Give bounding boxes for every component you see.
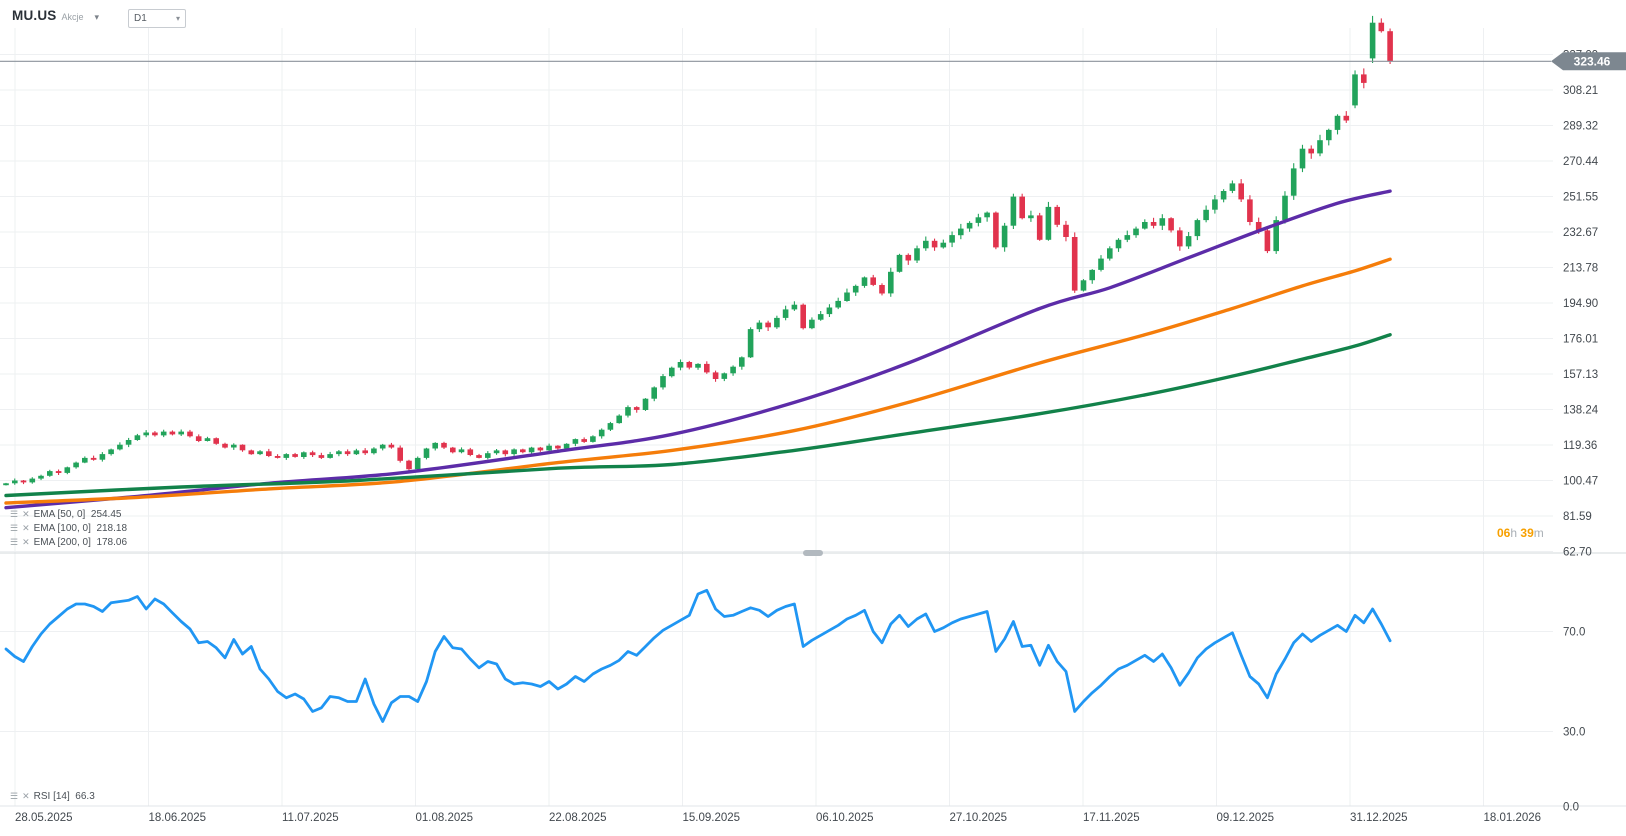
svg-text:06.10.2025: 06.10.2025 bbox=[816, 812, 874, 824]
instrument-type-label: Akcje bbox=[61, 12, 84, 22]
svg-text:213.78: 213.78 bbox=[1563, 263, 1598, 275]
current-price-value: 323.46 bbox=[1574, 55, 1611, 69]
timeframe-dropdown[interactable]: D1 ▾ bbox=[128, 9, 186, 28]
countdown-hours-unit: h bbox=[1510, 526, 1518, 540]
svg-text:176.01: 176.01 bbox=[1563, 334, 1598, 346]
indicator-close-icon[interactable]: ✕ bbox=[22, 509, 30, 519]
svg-text:100.47: 100.47 bbox=[1563, 476, 1598, 488]
svg-text:157.13: 157.13 bbox=[1563, 369, 1598, 381]
rsi-row: ☰ ✕ RSI [14] 66.3 bbox=[10, 790, 95, 802]
pane-resize-handle[interactable] bbox=[803, 550, 823, 556]
timeframe-value: D1 bbox=[134, 13, 147, 24]
svg-text:194.90: 194.90 bbox=[1563, 298, 1598, 310]
svg-text:31.12.2025: 31.12.2025 bbox=[1350, 812, 1408, 824]
rsi-axis-labels: 70.0 30.0 0.0 bbox=[1563, 627, 1585, 814]
indicator-settings-icon[interactable]: ☰ bbox=[10, 791, 19, 801]
ema-100-0-row: ☰ ✕ EMA [100, 0] 218.18 bbox=[10, 522, 127, 534]
countdown-minutes: 39 bbox=[1520, 526, 1534, 540]
indicator-close-icon[interactable]: ✕ bbox=[22, 791, 30, 801]
candlestick-series bbox=[3, 15, 1393, 486]
svg-text:62.70: 62.70 bbox=[1563, 547, 1592, 559]
svg-text:17.11.2025: 17.11.2025 bbox=[1083, 812, 1140, 824]
svg-text:28.05.2025: 28.05.2025 bbox=[15, 812, 73, 824]
svg-text:22.08.2025: 22.08.2025 bbox=[549, 812, 607, 824]
svg-text:0.0: 0.0 bbox=[1563, 802, 1579, 814]
svg-text:27.10.2025: 27.10.2025 bbox=[950, 812, 1008, 824]
ema-200-line bbox=[4, 333, 1392, 498]
svg-text:30.0: 30.0 bbox=[1563, 727, 1585, 739]
countdown-minutes-unit: m bbox=[1533, 526, 1544, 540]
chevron-down-icon: ▾ bbox=[94, 12, 100, 22]
svg-text:11.07.2025: 11.07.2025 bbox=[282, 812, 339, 824]
current-price-tag bbox=[1551, 52, 1626, 71]
indicator-close-icon[interactable]: ✕ bbox=[22, 537, 30, 547]
svg-text:81.59: 81.59 bbox=[1563, 511, 1592, 523]
svg-text:70.0: 70.0 bbox=[1563, 627, 1585, 639]
svg-text:18.01.2026: 18.01.2026 bbox=[1484, 812, 1542, 824]
ema-50-0-row: ☰ ✕ EMA [50, 0] 254.45 bbox=[10, 508, 121, 520]
svg-text:289.32: 289.32 bbox=[1563, 121, 1598, 133]
ema-100-0-label: EMA [100, 0] 218.18 bbox=[33, 522, 128, 534]
indicator-settings-icon[interactable]: ☰ bbox=[10, 537, 19, 547]
svg-text:01.08.2025: 01.08.2025 bbox=[416, 812, 474, 824]
symbol-selector[interactable]: MU.US Akcje ▾ bbox=[12, 8, 99, 23]
gridlines bbox=[0, 28, 1626, 807]
price-axis-labels: 327.09308.21289.32270.44251.55232.67213.… bbox=[1563, 50, 1599, 559]
ema-200-0-row: ☰ ✕ EMA [200, 0] 178.06 bbox=[10, 536, 127, 548]
indicator-close-icon[interactable]: ✕ bbox=[22, 523, 30, 533]
time-axis-labels: 28.05.2025 18.06.2025 11.07.2025 01.08.2025… bbox=[15, 812, 1541, 824]
rsi-line bbox=[4, 588, 1392, 723]
chevron-down-icon: ▾ bbox=[175, 14, 180, 23]
svg-text:232.67: 232.67 bbox=[1563, 227, 1598, 239]
svg-text:119.36: 119.36 bbox=[1563, 440, 1597, 452]
symbol-label: MU.US bbox=[12, 8, 57, 23]
svg-text:270.44: 270.44 bbox=[1563, 156, 1599, 168]
svg-text:18.06.2025: 18.06.2025 bbox=[149, 812, 207, 824]
indicator-settings-icon[interactable]: ☰ bbox=[10, 509, 19, 519]
svg-text:308.21: 308.21 bbox=[1563, 85, 1598, 97]
svg-text:251.55: 251.55 bbox=[1563, 192, 1598, 204]
svg-text:09.12.2025: 09.12.2025 bbox=[1217, 812, 1275, 824]
rsi-label: RSI [14] 66.3 bbox=[33, 790, 95, 802]
session-countdown: 06h 39m bbox=[1497, 526, 1544, 540]
ema-100-line bbox=[4, 257, 1392, 505]
countdown-hours: 06 bbox=[1497, 526, 1511, 540]
svg-text:138.24: 138.24 bbox=[1563, 405, 1599, 417]
svg-text:15.09.2025: 15.09.2025 bbox=[683, 812, 741, 824]
ema-200-0-label: EMA [200, 0] 178.06 bbox=[33, 536, 128, 548]
ema-50-0-label: EMA [50, 0] 254.45 bbox=[33, 508, 122, 520]
indicator-settings-icon[interactable]: ☰ bbox=[10, 523, 19, 533]
